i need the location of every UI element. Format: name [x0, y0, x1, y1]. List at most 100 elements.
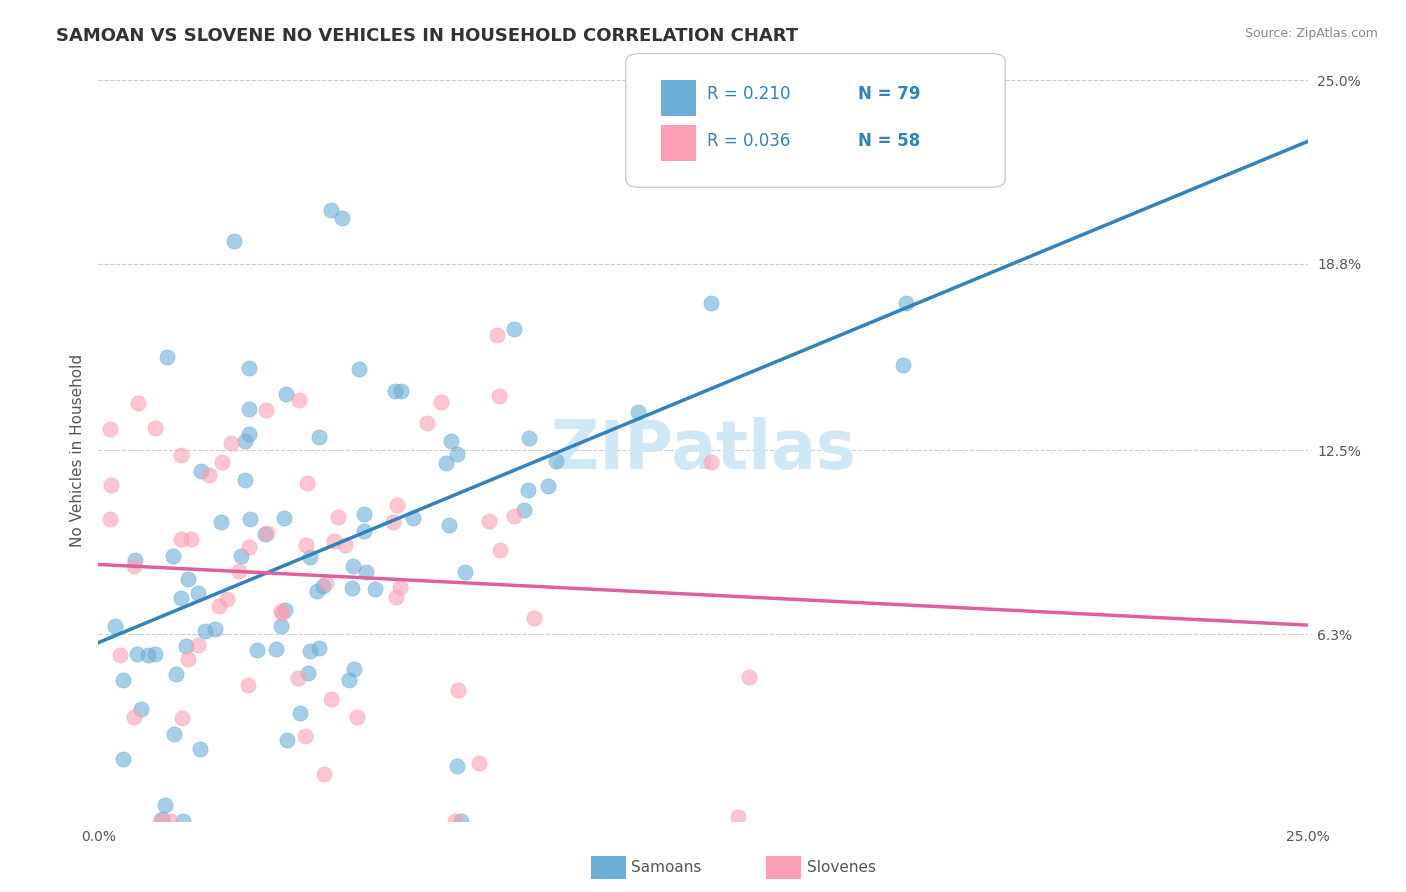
Point — [308, 430, 330, 444]
Point — [170, 591, 193, 605]
Point — [98, 512, 121, 526]
Point — [478, 514, 501, 528]
Point — [239, 511, 262, 525]
Point — [437, 517, 460, 532]
Point — [523, 611, 546, 625]
Point — [270, 604, 292, 618]
Point — [727, 810, 749, 824]
Text: Source: ZipAtlas.com: Source: ZipAtlas.com — [1244, 27, 1378, 40]
Point — [446, 447, 468, 461]
Point — [246, 643, 269, 657]
Point — [124, 553, 146, 567]
Point — [444, 814, 467, 828]
Point — [319, 692, 342, 706]
Point — [176, 639, 198, 653]
Point — [127, 647, 149, 661]
Point — [276, 733, 298, 747]
Point — [353, 524, 375, 538]
Text: Slovenes: Slovenes — [807, 860, 876, 875]
Point — [519, 431, 541, 445]
Point — [143, 421, 166, 435]
Point — [211, 455, 233, 469]
Text: N = 79: N = 79 — [858, 85, 920, 103]
Point — [434, 456, 457, 470]
Point — [388, 580, 411, 594]
Point — [204, 622, 226, 636]
Point — [165, 667, 187, 681]
Point — [254, 527, 277, 541]
Point — [177, 651, 200, 665]
Point — [122, 710, 145, 724]
Point — [194, 624, 217, 638]
Point — [254, 402, 277, 417]
Point — [468, 756, 491, 770]
Point — [208, 599, 231, 614]
Y-axis label: No Vehicles in Household: No Vehicles in Household — [69, 354, 84, 547]
Point — [544, 453, 567, 467]
Point — [231, 549, 253, 564]
Point — [149, 814, 172, 828]
Point — [297, 475, 319, 490]
Point — [294, 729, 316, 743]
Point — [274, 603, 297, 617]
Text: R = 0.210: R = 0.210 — [707, 85, 790, 103]
Point — [332, 211, 354, 226]
Point — [238, 402, 260, 417]
Point — [190, 464, 212, 478]
Point — [238, 678, 260, 692]
Point — [145, 647, 167, 661]
Point — [170, 711, 193, 725]
Point — [211, 515, 233, 529]
Point — [537, 479, 560, 493]
Point — [513, 502, 536, 516]
Point — [502, 322, 524, 336]
Point — [112, 673, 135, 688]
Point — [489, 542, 512, 557]
Point — [305, 584, 328, 599]
Point — [287, 671, 309, 685]
Point — [122, 558, 145, 573]
Point — [627, 404, 650, 418]
Point — [98, 422, 121, 436]
Point — [335, 538, 357, 552]
Text: R = 0.036: R = 0.036 — [707, 132, 790, 150]
Point — [256, 526, 278, 541]
Point — [430, 395, 453, 409]
Point — [312, 579, 335, 593]
Point — [180, 532, 202, 546]
Point — [221, 436, 243, 450]
Point — [127, 396, 149, 410]
Point — [238, 427, 260, 442]
Point — [187, 585, 209, 599]
Point — [238, 541, 260, 555]
Point — [440, 434, 463, 449]
Point — [150, 812, 173, 826]
Point — [385, 498, 408, 512]
Point — [347, 362, 370, 376]
Point — [288, 392, 311, 407]
Point — [416, 416, 439, 430]
Point — [224, 234, 246, 248]
Point — [110, 648, 132, 662]
Point — [238, 361, 260, 376]
Point — [274, 387, 297, 401]
Point — [298, 644, 321, 658]
Point — [217, 592, 239, 607]
Point — [385, 590, 408, 604]
Point — [447, 683, 470, 698]
Point — [700, 455, 723, 469]
Point — [339, 673, 361, 687]
Point — [270, 619, 292, 633]
Point — [104, 618, 127, 632]
Point — [353, 508, 375, 522]
Point — [326, 509, 349, 524]
Point — [100, 478, 122, 492]
Point — [290, 706, 312, 720]
Point — [264, 641, 287, 656]
Point — [190, 742, 212, 756]
Point — [384, 384, 406, 399]
Point — [172, 814, 194, 828]
Point — [136, 648, 159, 663]
Point — [389, 384, 412, 398]
Point — [308, 640, 330, 655]
